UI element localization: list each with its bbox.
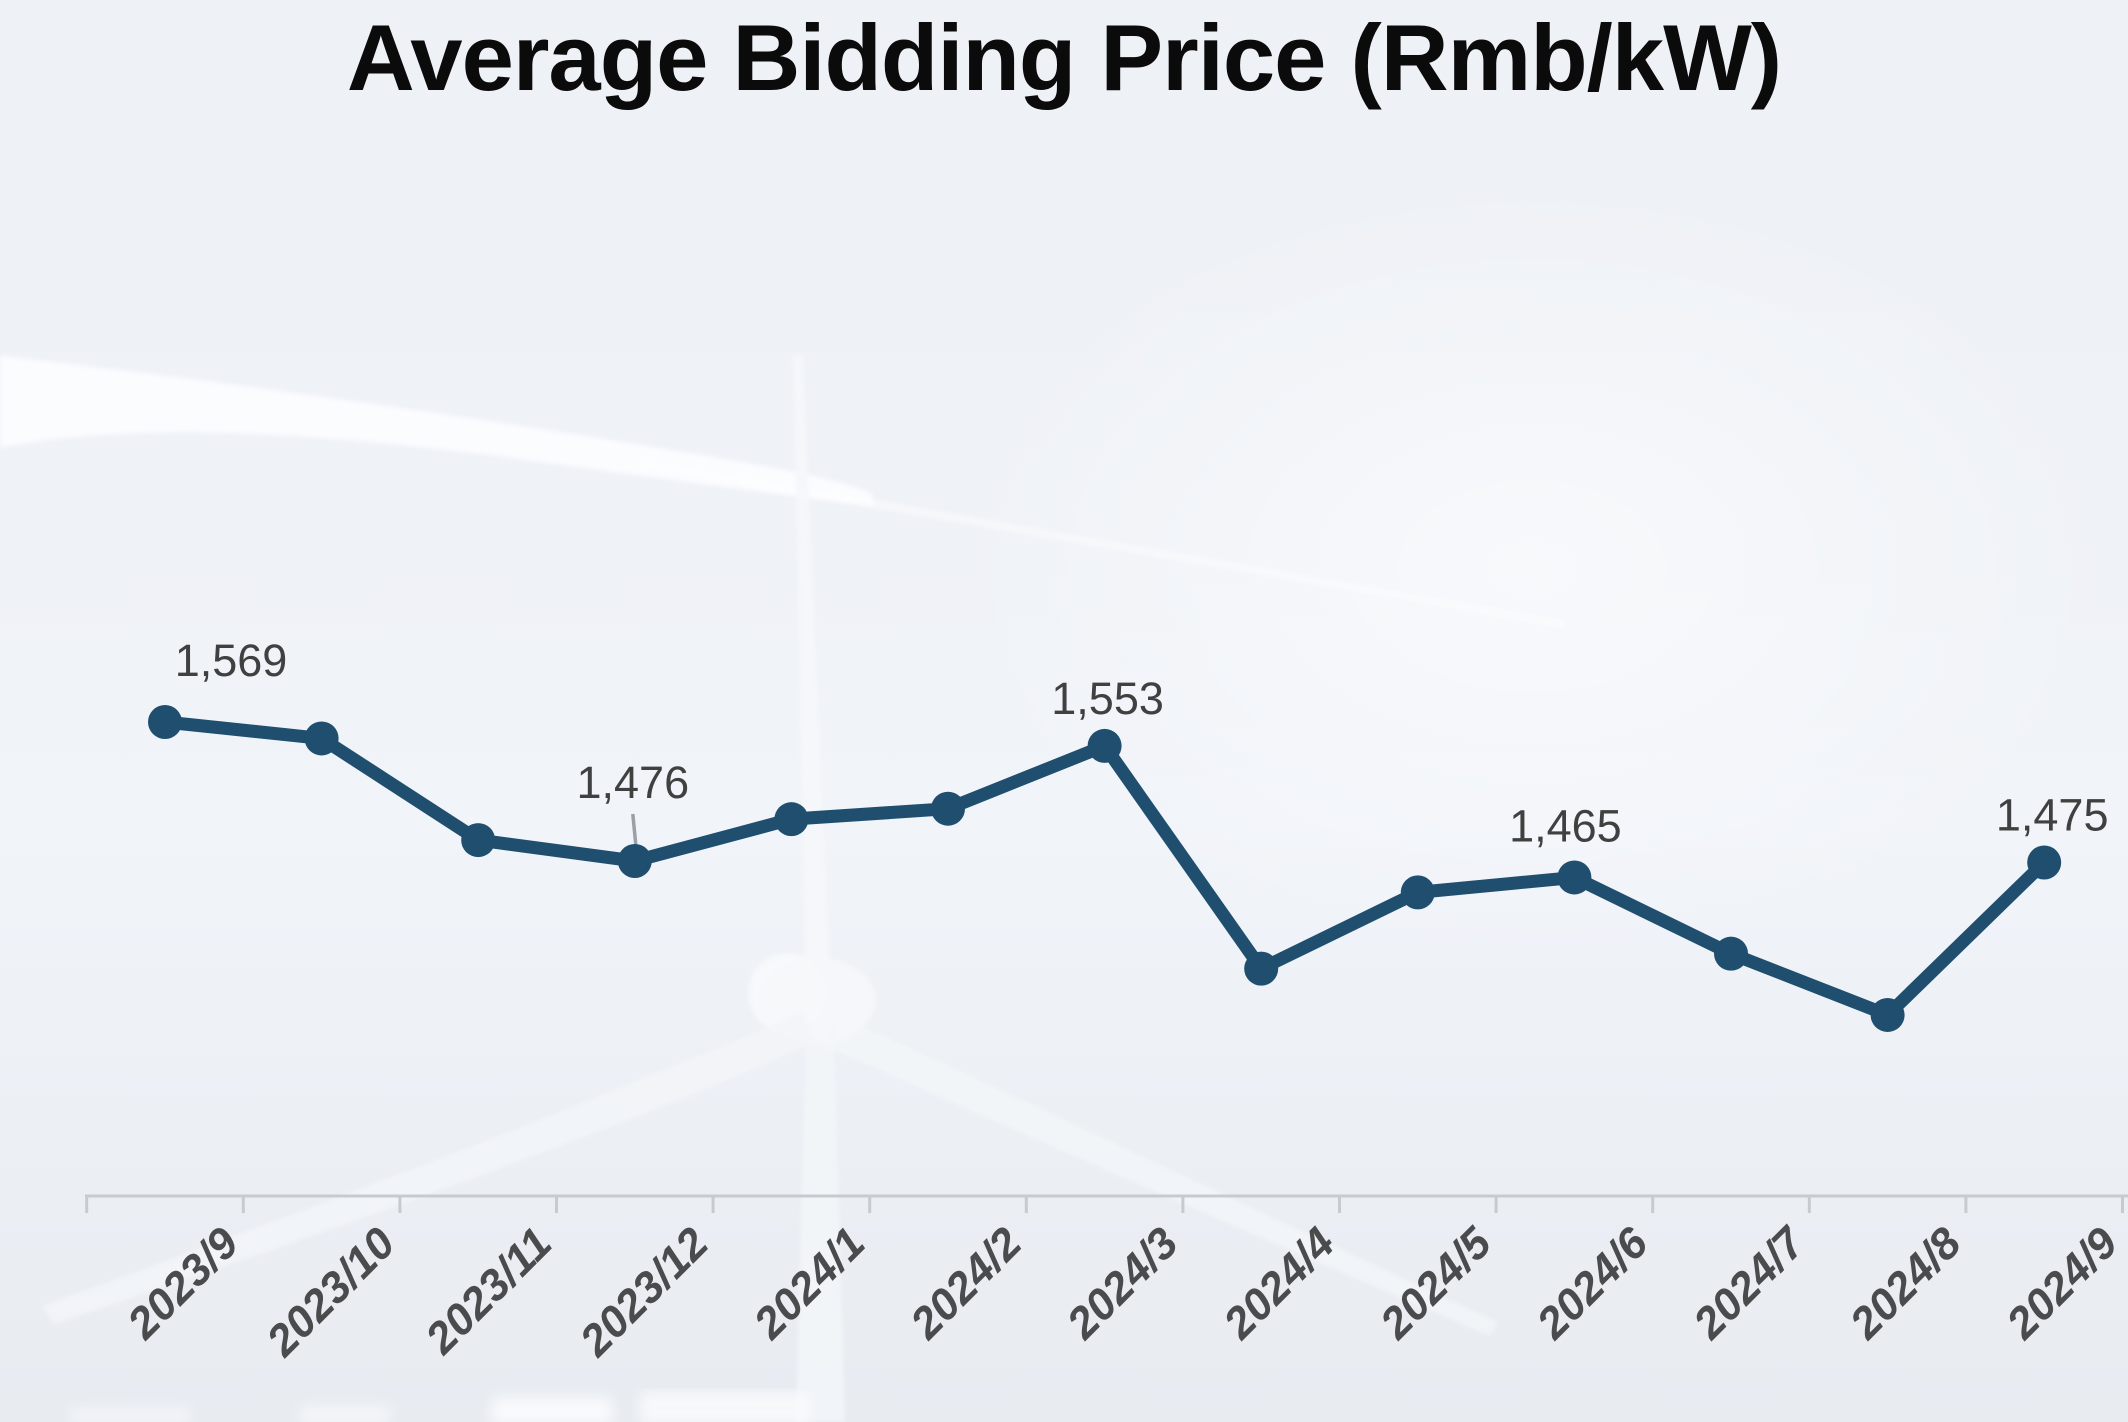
data-label-2024-6: 1,465: [1509, 800, 1622, 851]
data-point-2023-9: [148, 705, 182, 739]
x-axis-label-2024-7: 2024/7: [1684, 1217, 1816, 1349]
data-point-2024-3: [1087, 728, 1122, 763]
x-axis-label-2023-9: 2023/9: [118, 1218, 249, 1349]
x-axis-label-2024-2: 2024/2: [901, 1218, 1032, 1349]
data-point-2023-12: [617, 844, 652, 878]
data-point-2024-4: [1244, 951, 1279, 986]
data-label-2024-3: 1,553: [1051, 673, 1164, 724]
x-axis-label-2023-10: 2023/10: [257, 1218, 405, 1366]
x-axis-label-2024-5: 2024/5: [1370, 1218, 1501, 1349]
data-point-2024-1: [774, 802, 809, 837]
data-point-2024-5: [1400, 875, 1435, 910]
x-axis-label-2023-12: 2023/12: [570, 1218, 718, 1366]
chart-title: Average Bidding Price (Rmb/kW): [346, 5, 1782, 110]
x-axis-label-2024-4: 2024/4: [1214, 1218, 1345, 1349]
data-point-2024-2: [931, 791, 965, 826]
x-axis-label-2024-1: 2024/1: [744, 1218, 875, 1349]
x-axis-label-2023-11: 2023/11: [416, 1218, 562, 1364]
data-label-2024-9: 1,475: [1996, 789, 2109, 840]
data-point-2024-7: [1714, 936, 1748, 971]
x-axis-label-2024-9: 2024/9: [1997, 1218, 2128, 1349]
data-point-2023-10: [304, 721, 339, 756]
data-label-2023-12: 1,476: [576, 757, 689, 808]
price-line: [158, 715, 2051, 1022]
x-axis-label-2024-6: 2024/6: [1527, 1218, 1658, 1349]
x-axis-label-2024-8: 2024/8: [1840, 1218, 1971, 1349]
data-label-2023-9: 1,569: [175, 635, 288, 686]
data-point-2024-9: [2027, 845, 2062, 880]
x-axis-label-2024-3: 2024/3: [1057, 1218, 1188, 1349]
data-point-2024-8: [1870, 997, 1905, 1032]
data-point-2024-6: [1557, 860, 1592, 895]
data-point-2023-11: [461, 823, 496, 858]
